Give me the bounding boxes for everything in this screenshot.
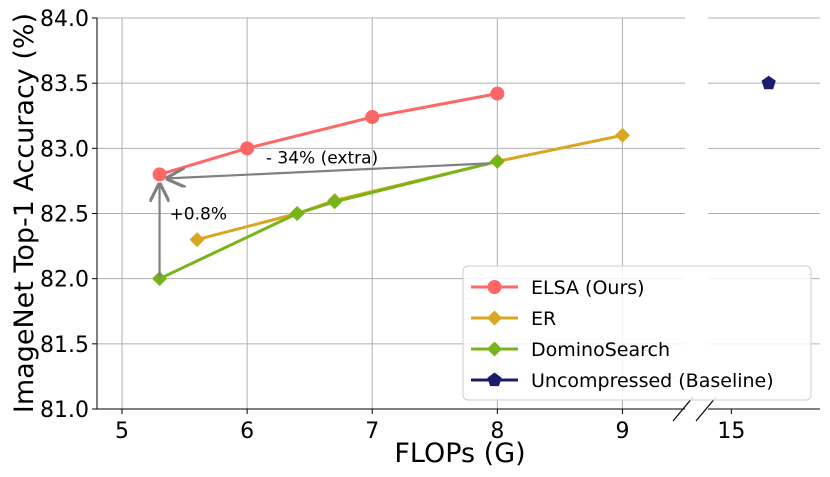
- series-line: [159, 92, 498, 176]
- y-axis-label: ImageNet Top-1 Accuracy (%): [9, 13, 40, 413]
- data-point: [189, 232, 205, 248]
- axis-break-mark: [672, 396, 694, 422]
- data-point: [327, 194, 343, 210]
- legend-box: [462, 265, 812, 401]
- legend-item: DominoSearch: [471, 339, 670, 361]
- annotation-label: - 34% (extra): [266, 148, 378, 168]
- series-line: [158, 159, 498, 281]
- legend-item: ELSA (Ours): [471, 277, 645, 299]
- y-tick-label: 81.5: [40, 333, 89, 358]
- data-point: [614, 127, 630, 143]
- series-dominosearch: [152, 153, 505, 287]
- legend-item: ER: [471, 308, 556, 330]
- series-line: [196, 133, 623, 242]
- y-tick-label: 84.0: [40, 7, 89, 32]
- annotation-label: +0.8%: [170, 205, 227, 225]
- y-tick-label: 83.0: [40, 137, 89, 162]
- axis-break-mark: [695, 396, 717, 422]
- data-point: [487, 341, 502, 357]
- y-tick-label: 81.0: [40, 398, 89, 423]
- x-tick-label: 7: [365, 419, 379, 444]
- tick-layer: 81.0 81.5 82.0 82.5 83.0 83.5 84.0 5 6 7 8 9 15: [40, 7, 745, 444]
- x-tick-label: 9: [615, 419, 629, 444]
- data-point: [487, 280, 502, 294]
- x-axis-label: FLOPs (G): [394, 438, 525, 469]
- legend-label: ER: [531, 308, 556, 330]
- data-point: [289, 206, 305, 221]
- y-tick-label: 82.5: [40, 203, 89, 228]
- legend-label: Uncompressed (Baseline): [531, 370, 774, 392]
- y-tick-label: 82.0: [40, 268, 89, 293]
- data-point: [489, 153, 505, 169]
- y-tick-label: 83.5: [40, 72, 89, 97]
- data-point: [365, 110, 380, 125]
- x-tick-label: 8: [490, 419, 504, 444]
- flops-reduction-arrow: [168, 162, 490, 178]
- data-point: [761, 75, 776, 90]
- annotation-layer: +0.8% - 34% (extra): [160, 148, 490, 279]
- series-layer: [152, 75, 776, 287]
- data-point: [152, 167, 167, 182]
- data-point: [487, 310, 502, 326]
- data-point: [240, 141, 255, 156]
- x-tick-label: 15: [717, 419, 745, 444]
- legend-label: ELSA (Ours): [531, 277, 645, 299]
- series-uncompressed-baseline: [761, 75, 776, 90]
- data-point: [490, 86, 505, 101]
- x-tick-label: 6: [240, 419, 254, 444]
- series-elsa-ours: [152, 86, 505, 182]
- data-point: [487, 372, 502, 387]
- x-tick-label: 5: [115, 419, 129, 444]
- legend-label: DominoSearch: [531, 339, 670, 361]
- legend: ELSA (Ours) ER DominoSearch Uncompressed (B…: [462, 265, 812, 401]
- legend-item: Uncompressed (Baseline): [471, 370, 774, 392]
